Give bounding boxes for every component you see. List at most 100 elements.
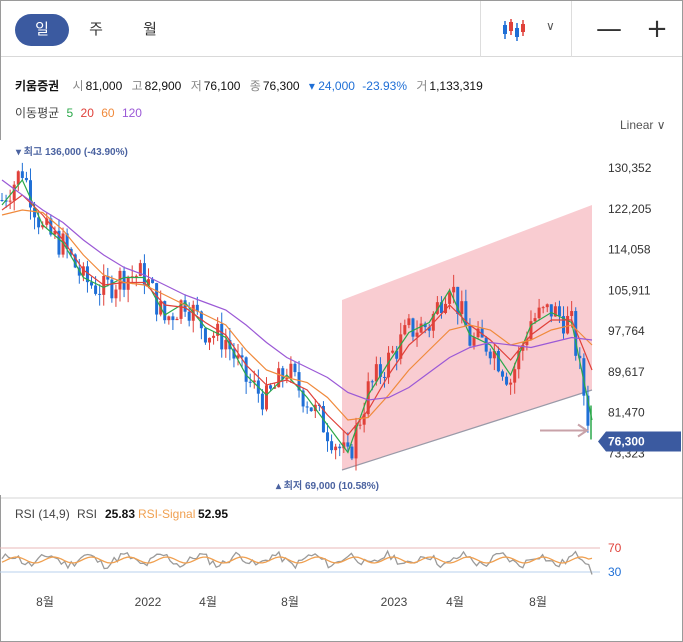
- candle-body: [439, 302, 443, 313]
- candle-body: [224, 340, 228, 350]
- ma20-legend[interactable]: 20: [80, 106, 94, 120]
- candle-body: [574, 311, 578, 356]
- candle-body: [460, 301, 464, 314]
- ma5-legend[interactable]: 5: [66, 106, 74, 120]
- candle-body: [269, 385, 273, 389]
- rsi-level-high-label: 70: [608, 541, 622, 555]
- candle-body: [448, 292, 452, 304]
- candle-body: [488, 351, 492, 359]
- candle-body: [24, 177, 28, 181]
- y-tick-label: 105,911: [608, 283, 651, 297]
- candle-body: [517, 350, 521, 370]
- x-tick-label: 4월: [199, 595, 217, 609]
- candle-body: [289, 363, 293, 379]
- high-marker: ▾ 최고 136,000 (-43.90%): [15, 145, 128, 158]
- candle-body: [415, 332, 419, 337]
- candle-body: [403, 325, 407, 335]
- scale-selector[interactable]: Linear ∨: [620, 118, 666, 132]
- candle-body: [419, 323, 423, 333]
- quote-summary: 키움증권 시 81,000 고 82,900 저 76,100 종 76,300 ▾ 2…: [15, 79, 483, 93]
- candle-body: [566, 315, 570, 334]
- zoom-out-button[interactable]: —: [596, 14, 622, 44]
- candle-body: [8, 200, 12, 202]
- candle-body: [358, 424, 362, 426]
- candle-body: [456, 286, 460, 314]
- tab-day[interactable]: 일: [15, 14, 69, 46]
- ma120-legend[interactable]: 120: [121, 106, 142, 120]
- open-price: 81,000: [85, 79, 123, 93]
- candle-body: [305, 406, 309, 408]
- y-tick-label: 130,352: [608, 161, 652, 175]
- y-tick-label: 97,764: [608, 324, 645, 338]
- tab-week[interactable]: 주: [89, 21, 103, 38]
- candle-body: [338, 446, 342, 449]
- rsi-value: 25.83: [105, 507, 135, 521]
- toolbar-divider: [480, 1, 481, 57]
- candle-body: [411, 318, 415, 337]
- x-tick-label: 8월: [529, 595, 547, 609]
- x-tick-label: 8월: [281, 595, 299, 609]
- rsi-signal-value: 52.95: [198, 507, 228, 521]
- chevron-down-icon: ∨: [656, 118, 666, 132]
- candle-body: [138, 263, 142, 276]
- candle-body: [122, 270, 126, 290]
- ma60-legend[interactable]: 60: [101, 106, 115, 120]
- candle-body: [496, 351, 500, 372]
- candle-body: [4, 200, 8, 202]
- tab-month[interactable]: 월: [143, 21, 157, 38]
- candle-body: [61, 233, 65, 255]
- ma5-line: [1, 178, 593, 454]
- ma120-line: [1, 179, 593, 401]
- candle-body: [549, 304, 553, 317]
- candle-body: [146, 279, 150, 286]
- candlestick-icon[interactable]: [501, 17, 527, 43]
- high-price: 82,900: [144, 79, 182, 93]
- candle-body: [500, 371, 504, 377]
- candle-body: [378, 364, 382, 377]
- candle-body: [578, 355, 582, 359]
- current-price-label: 76,300: [608, 435, 645, 449]
- arrow-head-icon: [577, 423, 589, 438]
- y-tick-label: 114,058: [608, 243, 651, 257]
- candle-body: [252, 380, 256, 383]
- candle-body: [240, 355, 244, 358]
- chevron-down-icon[interactable]: ∨: [546, 19, 555, 33]
- rsi-line: [1, 549, 593, 575]
- candle-body: [208, 337, 212, 343]
- candle-body: [435, 302, 439, 314]
- candle-body: [468, 325, 472, 346]
- channel-lower-line: [341, 389, 593, 471]
- candle-body: [16, 171, 20, 185]
- volume: 1,133,319: [429, 79, 483, 93]
- rsi-title: RSI (14,9): [15, 507, 70, 521]
- trend-channel: [342, 205, 592, 470]
- candle-body: [444, 303, 448, 313]
- candle-body: [350, 446, 354, 459]
- zoom-in-button[interactable]: +: [646, 14, 668, 44]
- candle-body: [480, 328, 484, 338]
- candle-body: [118, 270, 122, 290]
- x-tick-label: 2022: [135, 595, 162, 609]
- candle-body: [167, 316, 171, 321]
- candle-body: [114, 289, 118, 299]
- candle-body: [134, 275, 138, 277]
- candle-body: [45, 218, 49, 225]
- candle-body: [130, 276, 134, 278]
- y-tick-label: 89,617: [608, 365, 645, 379]
- close-price: 76,300: [262, 79, 300, 93]
- candle-body: [391, 350, 395, 353]
- candle-body: [220, 323, 224, 350]
- candle-body: [366, 381, 370, 415]
- candle-body: [110, 279, 114, 299]
- candle-body: [346, 442, 350, 447]
- candle-body: [505, 376, 509, 385]
- candle-body: [65, 233, 69, 249]
- rsi-level-low-label: 30: [608, 565, 622, 579]
- candle-body: [163, 301, 167, 321]
- candle-body: [472, 337, 476, 346]
- candle-body: [330, 441, 334, 451]
- candle-body: [533, 318, 537, 322]
- candle-body: [521, 345, 525, 351]
- candle-body: [41, 224, 45, 228]
